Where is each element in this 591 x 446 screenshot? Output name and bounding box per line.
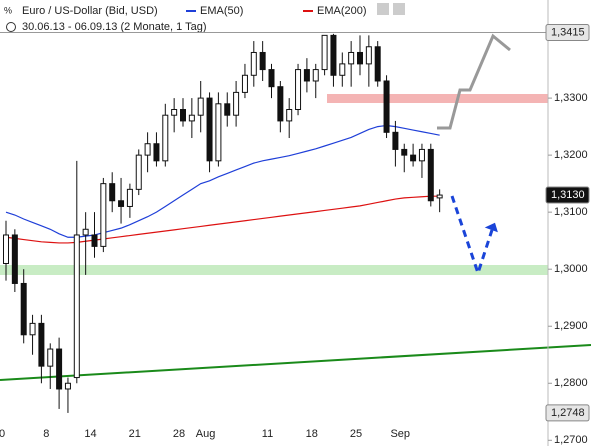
y-tick-label: 1,2800 xyxy=(554,377,588,389)
candle-body xyxy=(162,114,169,162)
candle-body xyxy=(233,91,240,116)
candle-body xyxy=(3,234,9,264)
candle-body xyxy=(153,143,160,162)
candle-body xyxy=(286,109,293,122)
candle-body xyxy=(348,51,355,65)
price-marker-box xyxy=(545,186,590,204)
candle-body xyxy=(365,46,372,65)
price-marker-label: 1,2748 xyxy=(551,407,585,419)
candle-body xyxy=(268,69,275,88)
candle-body xyxy=(56,348,63,390)
candle-body xyxy=(427,148,434,202)
candle-body xyxy=(100,183,107,247)
legend-label: EMA(50) xyxy=(200,5,243,17)
x-tick-label: 25 xyxy=(350,428,362,440)
candle-body xyxy=(241,74,248,93)
candle-body xyxy=(303,69,310,82)
x-tick-label: 18 xyxy=(306,428,318,440)
y-tick-label: 1,2700 xyxy=(554,434,588,446)
price-marker-label: 1,3130 xyxy=(551,189,585,201)
clock-icon xyxy=(6,22,16,32)
x-tick-label: Aug xyxy=(196,428,216,440)
candle-body xyxy=(250,51,257,76)
settings-button[interactable] xyxy=(377,3,389,15)
candle-body xyxy=(295,69,302,111)
close-button[interactable] xyxy=(393,3,405,15)
candle-body xyxy=(215,103,222,162)
x-tick-label: Sep xyxy=(390,428,410,440)
candle-body xyxy=(383,80,390,133)
price-marker-label: 1,3415 xyxy=(551,26,585,38)
candle-body xyxy=(321,34,328,71)
arrow-head xyxy=(484,222,498,233)
candle-body xyxy=(312,69,319,82)
candle-body xyxy=(259,51,266,71)
forecast-path-up xyxy=(437,33,511,130)
candle-body xyxy=(206,97,213,162)
support-band xyxy=(0,265,548,275)
x-tick-label: 8 xyxy=(43,428,49,440)
y-tick-label: 1,3100 xyxy=(554,206,588,218)
y-tick-label: 1,3300 xyxy=(554,92,588,104)
x-tick-label: 11 xyxy=(262,428,273,440)
candle-body xyxy=(91,234,98,247)
chart-title: Euro / US-Dollar (Bid, USD) xyxy=(22,5,158,17)
candle-body xyxy=(29,322,36,336)
chart-icon: % xyxy=(4,5,12,15)
candle-body xyxy=(410,154,417,162)
candle-body xyxy=(38,322,45,367)
x-tick-label: 21 xyxy=(129,428,141,440)
price-marker-box xyxy=(545,24,590,42)
candle-body xyxy=(171,109,178,116)
forecast-path-down xyxy=(450,195,494,278)
candle-body xyxy=(188,114,195,122)
y-tick-label: 1,3200 xyxy=(554,149,588,161)
header-bg xyxy=(0,0,410,34)
candle-body xyxy=(392,131,399,150)
candle-body xyxy=(357,51,363,65)
y-tick-label: 1,3000 xyxy=(554,263,588,275)
price-marker-box xyxy=(545,404,590,422)
resistance-band xyxy=(327,94,548,103)
candle-body xyxy=(418,148,425,162)
x-tick-label: 14 xyxy=(84,428,96,440)
trend-line xyxy=(0,344,591,381)
chart-subtitle: 30.06.13 - 06.09.13 (2 Monate, 1 Tag) xyxy=(22,21,206,33)
candle-body xyxy=(277,86,284,122)
x-tick-label: 28 xyxy=(173,428,185,440)
x-tick-label: 0 xyxy=(0,428,5,440)
candle-body xyxy=(339,63,346,76)
candle-body xyxy=(64,382,71,390)
candle-body xyxy=(11,234,18,284)
candle-body xyxy=(135,154,142,190)
candle-body xyxy=(330,34,337,76)
candle-body xyxy=(401,148,408,156)
candle-body xyxy=(436,194,443,199)
candle-body xyxy=(47,348,54,367)
plot-area xyxy=(3,32,443,413)
candle-body xyxy=(197,97,204,116)
candle-body xyxy=(126,188,133,207)
candle-body xyxy=(20,282,27,336)
candle-body xyxy=(82,228,89,236)
candle-body xyxy=(109,183,116,202)
candle-body xyxy=(73,234,80,379)
legend-label: EMA(200) xyxy=(317,5,367,17)
candle-body xyxy=(224,103,231,116)
candle-body xyxy=(118,200,125,207)
candle-body xyxy=(144,143,151,156)
candle-body xyxy=(374,46,381,82)
y-tick-label: 1,2900 xyxy=(554,320,588,332)
candle-body xyxy=(180,109,186,122)
